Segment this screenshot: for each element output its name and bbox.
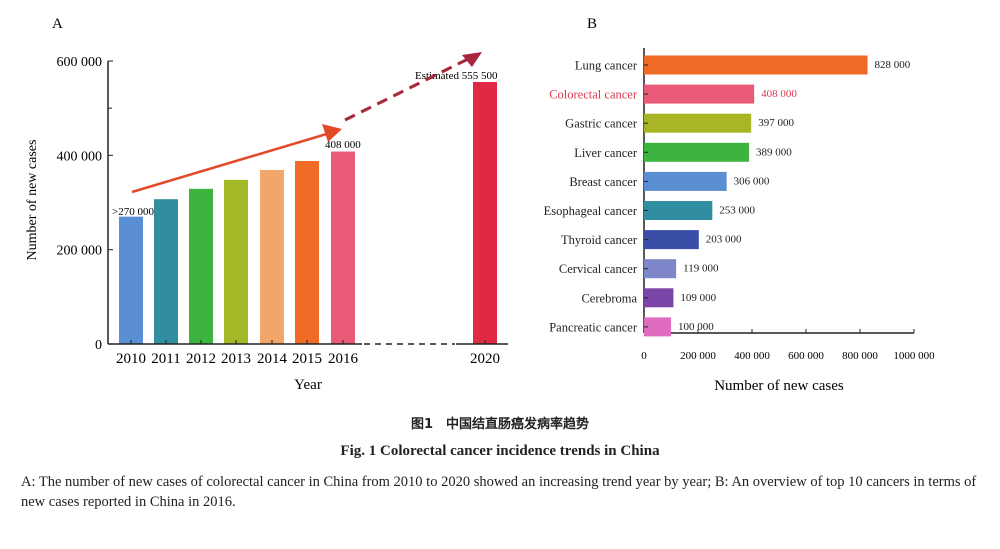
bar-colorectal-cancer	[644, 84, 755, 104]
value-label-b: 100 000	[678, 321, 714, 333]
x-tick-label-b: 800 000	[842, 350, 878, 362]
value-label-b: 306 000	[734, 175, 770, 187]
x-tick-label-a: 2020	[470, 351, 500, 367]
value-label-b: 109 000	[680, 292, 716, 304]
caption-chinese: 图1 中国结直肠癌发病率趋势	[410, 417, 590, 432]
value-label-b: 408 000	[761, 88, 797, 100]
bar-pancreatic-cancer	[644, 317, 671, 337]
projected-trend-arrow	[344, 56, 471, 122]
value-label-b: 397 000	[758, 117, 794, 129]
bar-cerebroma	[644, 288, 674, 308]
value-label-b: 389 000	[756, 146, 792, 158]
bar-2012	[189, 188, 213, 344]
category-label-b: Esophageal cancer	[544, 204, 638, 218]
bar-2011	[154, 199, 178, 344]
figure-charts: A 0 200 000 400 000 600 000 Number of new cas…	[25, 16, 935, 394]
category-label-b: Gastric cancer	[565, 117, 638, 131]
category-label-b: Pancreatic cancer	[549, 320, 638, 334]
bar-esophageal-cancer	[644, 201, 713, 220]
x-tick-label-a: 2016	[328, 351, 359, 367]
category-label-b: Colorectal cancer	[549, 88, 638, 102]
x-tick-label-a: 2010	[116, 351, 146, 367]
y-tick-label-a: 600 000	[57, 55, 103, 70]
y-tick-label-a: 0	[95, 338, 102, 353]
value-label-b: 253 000	[719, 205, 755, 217]
bar-thyroid-cancer	[644, 230, 699, 250]
y-axis-title-a: Number of new cases	[25, 140, 40, 261]
x-tick-label-a: 2012	[186, 351, 216, 367]
x-tick-label-b: 400 000	[734, 350, 770, 362]
y-tick-label-a: 400 000	[57, 149, 103, 164]
panel-label-b: B	[587, 16, 597, 32]
trend-arrowhead	[322, 124, 342, 142]
category-label-b: Thyroid cancer	[561, 233, 638, 247]
value-label-b: 828 000	[875, 59, 911, 71]
bar-liver-cancer	[644, 142, 750, 162]
bar-2010	[119, 216, 143, 344]
x-tick-label-a: 2014	[257, 351, 288, 367]
value-label-b: 119 000	[683, 263, 719, 275]
bar-2013	[224, 179, 248, 344]
panel-label-a: A	[52, 16, 63, 32]
trend-arrow	[131, 131, 331, 194]
x-tick-label-b: 600 000	[788, 350, 824, 362]
x-tick-label-a: 2011	[151, 351, 180, 367]
bar-breast-cancer	[644, 171, 727, 191]
annotation-2020: Estimated 555 500	[415, 70, 498, 82]
x-axis-title-b: Number of new cases	[714, 378, 844, 394]
x-tick-label-a: 2013	[221, 351, 251, 367]
category-label-b: Breast cancer	[569, 175, 638, 189]
y-tick-label-a: 200 000	[57, 244, 103, 259]
x-tick-label-a: 2015	[292, 351, 322, 367]
bar-2020	[473, 81, 497, 344]
projected-trend-arrowhead	[462, 52, 482, 67]
bar-lung-cancer	[644, 55, 868, 75]
caption-english: Fig. 1 Colorectal cancer incidence trend…	[340, 443, 660, 459]
bar-2016	[331, 151, 355, 344]
x-tick-label-b: 1000 000	[893, 350, 935, 362]
category-label-b: Cervical cancer	[559, 262, 638, 276]
x-axis-title-a: Year	[294, 377, 322, 393]
bar-2015	[295, 160, 319, 344]
annotation-2010: >270 000	[112, 206, 154, 218]
value-label-b: 203 000	[706, 234, 742, 246]
bar-cervical-cancer	[644, 259, 677, 279]
category-label-b: Liver cancer	[574, 146, 638, 160]
annotation-2016: 408 000	[325, 139, 361, 151]
category-label-b: Lung cancer	[575, 59, 638, 73]
caption-description: A: The number of new cases of colorectal…	[21, 474, 977, 510]
x-tick-label-b: 200 000	[680, 350, 716, 362]
category-label-b: Cerebroma	[581, 291, 637, 305]
x-tick-label-b: 0	[641, 350, 647, 362]
bar-2014	[260, 169, 284, 344]
bar-gastric-cancer	[644, 113, 752, 133]
